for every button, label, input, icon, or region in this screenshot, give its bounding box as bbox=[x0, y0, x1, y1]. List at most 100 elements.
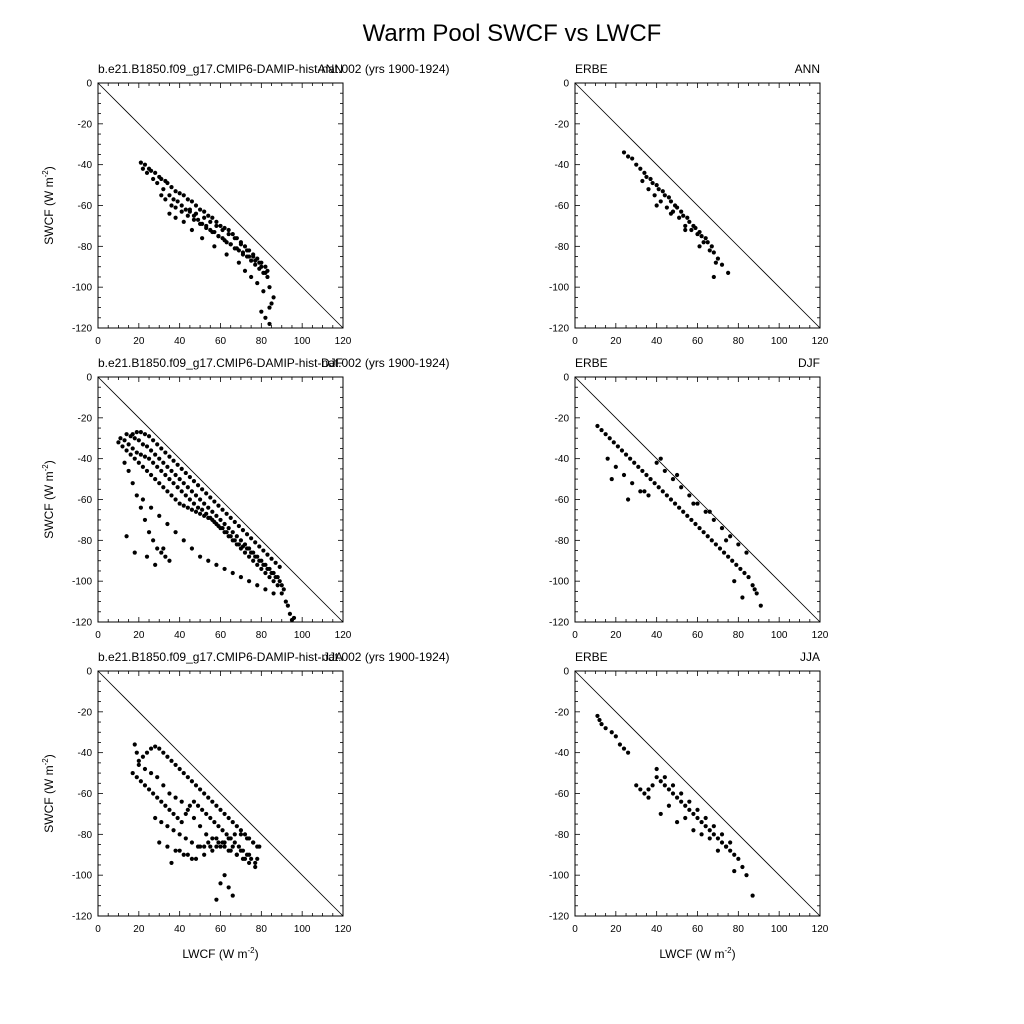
data-point bbox=[630, 481, 635, 486]
y-tick-label: 0 bbox=[563, 373, 569, 384]
data-point bbox=[271, 570, 276, 576]
data-point bbox=[179, 203, 184, 208]
data-point bbox=[623, 452, 629, 457]
data-point bbox=[138, 505, 143, 510]
panel-obs-jja: 0 20 40 60 80 100 120 0 -20 -40 -60 -80 -100 -120 ERBE… bbox=[549, 650, 829, 961]
y-tick-label: -120 bbox=[72, 324, 92, 335]
data-point bbox=[206, 558, 211, 563]
data-point bbox=[654, 775, 659, 780]
data-point bbox=[267, 285, 272, 290]
data-point bbox=[719, 262, 725, 267]
data-point bbox=[189, 840, 195, 845]
data-point bbox=[165, 754, 170, 759]
data-point bbox=[167, 558, 172, 563]
data-point bbox=[234, 824, 239, 829]
data-point bbox=[212, 499, 217, 504]
x-tick-label: 120 bbox=[335, 336, 352, 347]
data-point bbox=[165, 464, 170, 469]
data-point bbox=[632, 460, 637, 465]
data-point bbox=[146, 530, 152, 535]
data-point bbox=[267, 574, 272, 580]
data-point bbox=[652, 193, 657, 198]
data-point bbox=[185, 505, 190, 510]
data-point bbox=[208, 219, 213, 224]
data-point bbox=[244, 836, 250, 841]
y-tick-label: -120 bbox=[549, 324, 569, 335]
x-tick-label: 100 bbox=[771, 336, 788, 347]
data-point bbox=[142, 517, 148, 523]
x-tick-label: 60 bbox=[215, 630, 227, 641]
data-point bbox=[658, 199, 663, 204]
data-point bbox=[165, 489, 170, 494]
data-point bbox=[703, 509, 708, 514]
data-point bbox=[242, 856, 248, 861]
data-point bbox=[222, 566, 227, 572]
data-point bbox=[159, 176, 164, 182]
data-point bbox=[177, 191, 182, 196]
data-point bbox=[287, 611, 293, 616]
x-tick-label: 40 bbox=[174, 924, 186, 935]
data-point bbox=[155, 546, 160, 551]
data-point bbox=[197, 824, 203, 829]
data-point bbox=[695, 231, 700, 237]
data-point bbox=[609, 730, 614, 735]
data-point bbox=[734, 562, 739, 567]
data-point bbox=[157, 481, 162, 486]
data-point bbox=[134, 430, 139, 435]
data-point bbox=[636, 464, 641, 469]
data-point bbox=[142, 432, 148, 437]
data-point bbox=[226, 848, 231, 853]
panel-case-label: ERBE bbox=[575, 62, 608, 76]
data-point bbox=[153, 744, 158, 749]
data-point bbox=[157, 840, 162, 845]
y-tick-label: -80 bbox=[555, 536, 570, 547]
data-point bbox=[230, 844, 235, 849]
data-point bbox=[173, 795, 178, 800]
data-point bbox=[257, 844, 262, 849]
y-tick-label: -60 bbox=[78, 789, 93, 800]
data-point bbox=[177, 848, 182, 853]
data-point bbox=[732, 852, 737, 857]
data-point bbox=[159, 550, 164, 555]
data-point bbox=[222, 873, 227, 878]
y-tick-label: -80 bbox=[78, 242, 93, 253]
data-point bbox=[222, 521, 227, 527]
data-point bbox=[173, 215, 178, 220]
y-tick-label: -20 bbox=[555, 413, 570, 424]
data-point bbox=[283, 599, 288, 604]
data-point bbox=[658, 456, 663, 461]
panel-case-label: b.e21.B1850.f09_g17.CMIP6-DAMIP-hist-nat… bbox=[98, 356, 450, 370]
y-tick-label: 0 bbox=[86, 373, 92, 384]
x-tick-label: 100 bbox=[294, 630, 311, 641]
data-point bbox=[662, 775, 667, 780]
data-point bbox=[214, 836, 219, 841]
data-point bbox=[140, 166, 146, 171]
y-tick-label: -20 bbox=[78, 119, 93, 130]
data-point bbox=[193, 211, 199, 216]
data-point bbox=[642, 170, 647, 175]
figure-title: Warm Pool SWCF vs LWCF bbox=[363, 20, 662, 47]
data-point bbox=[197, 554, 203, 559]
y-tick-label: -20 bbox=[555, 707, 570, 718]
data-point bbox=[711, 517, 716, 523]
panel-model-djf: 0 20 40 60 80 100 120 0 -20 -40 -60 -80 -100 -120 b.e2… bbox=[41, 356, 450, 641]
data-point bbox=[251, 558, 256, 563]
data-point bbox=[179, 466, 184, 471]
data-point bbox=[634, 783, 639, 788]
data-point bbox=[204, 491, 209, 496]
data-point bbox=[177, 766, 182, 772]
data-point bbox=[161, 485, 166, 490]
data-point bbox=[607, 436, 612, 441]
data-point bbox=[721, 550, 727, 555]
data-point bbox=[249, 258, 254, 263]
data-point bbox=[134, 750, 139, 755]
data-point bbox=[234, 534, 239, 539]
panel-model-ann: 0 20 40 60 80 100 120 0 -20 -40 -60 -80 -100 -120 b.e2… bbox=[41, 62, 450, 347]
data-point bbox=[625, 497, 631, 502]
y-tick-label: 0 bbox=[563, 79, 569, 90]
data-point bbox=[214, 223, 219, 229]
y-tick-label: -120 bbox=[549, 912, 569, 923]
data-point bbox=[687, 493, 692, 498]
x-tick-label: 20 bbox=[610, 630, 622, 641]
data-point bbox=[173, 762, 178, 768]
